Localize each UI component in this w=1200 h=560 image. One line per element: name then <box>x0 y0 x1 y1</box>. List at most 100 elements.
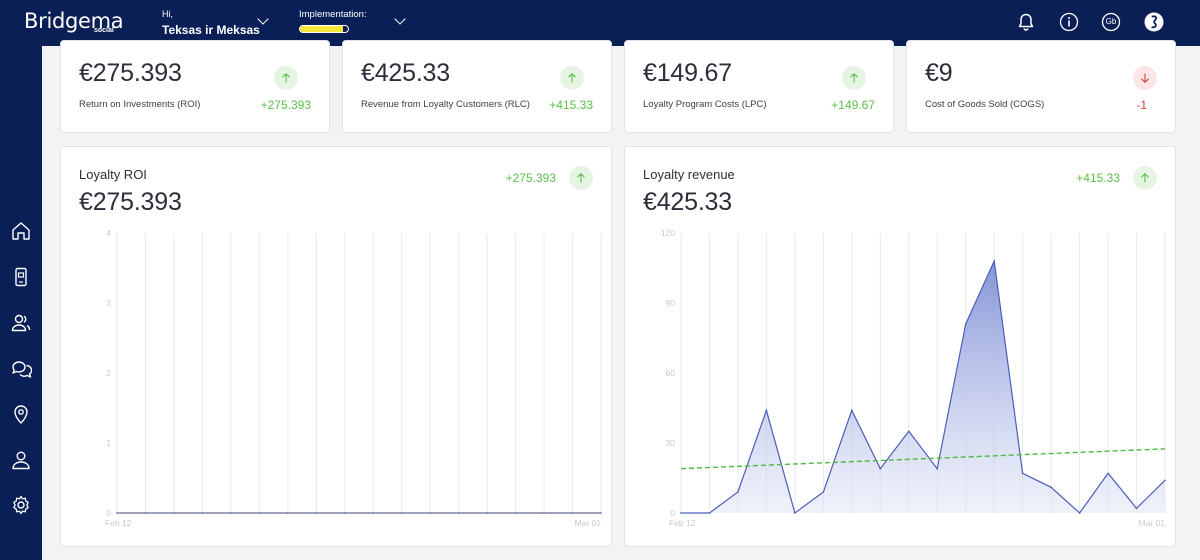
data-point <box>1021 472 1024 475</box>
kpi-delta: +275.393 <box>260 98 311 112</box>
bell-icon[interactable] <box>1016 12 1036 32</box>
home-icon[interactable] <box>10 220 32 242</box>
data-point <box>486 512 488 514</box>
data-point <box>794 512 796 514</box>
y-tick-label: 2 <box>106 368 111 378</box>
trend-up-icon <box>569 166 593 190</box>
data-point <box>765 409 768 412</box>
data-point <box>457 512 460 514</box>
y-tick-label: 30 <box>666 438 676 448</box>
series-area <box>681 261 1165 513</box>
trend-down-icon <box>1133 66 1157 90</box>
implementation-progress-bar <box>299 25 349 33</box>
trend-up-icon <box>274 66 298 90</box>
kpi-value: €275.393 <box>79 59 182 87</box>
data-point <box>936 467 939 470</box>
data-point <box>879 467 882 470</box>
data-point <box>173 512 175 514</box>
data-point <box>343 512 346 514</box>
kpi-card-rlc[interactable]: €425.33 Revenue from Loyalty Customers (… <box>342 40 612 133</box>
data-point <box>737 491 739 493</box>
data-point <box>1135 507 1138 510</box>
data-point <box>144 512 147 514</box>
user-settings-icon[interactable] <box>10 449 32 471</box>
kpi-card-cogs[interactable]: €9 Cost of Goods Sold (COGS) -1 <box>906 40 1176 133</box>
y-tick-label: 0 <box>670 508 675 518</box>
y-tick-label: 120 <box>661 228 675 238</box>
chat-icon[interactable] <box>10 358 32 380</box>
kpi-label: Revenue from Loyalty Customers (RLC) <box>361 99 530 110</box>
kpi-label: Loyalty Program Costs (LPC) <box>643 99 767 110</box>
chart-delta: +275.393 <box>505 171 556 185</box>
loyalty-revenue-chart: 0 30 60 90 120 Feb 12 Mar 01 <box>661 228 1166 528</box>
chart-delta: +415.33 <box>1076 171 1120 185</box>
chart-card-loyalty-roi: Loyalty ROI €275.393 +275.393 0 1 2 3 4 Feb 1… <box>60 146 612 547</box>
location-pin-icon[interactable] <box>10 403 32 425</box>
info-icon[interactable] <box>1059 12 1079 32</box>
data-point <box>372 512 375 514</box>
kpi-delta: -1 <box>1136 98 1147 112</box>
sidebar <box>0 46 42 560</box>
y-tick-label: 0 <box>106 508 111 518</box>
loyalty-roi-chart: 0 1 2 3 4 Feb 12 Mar 01 <box>105 228 602 528</box>
data-point <box>1164 479 1166 482</box>
gear-icon[interactable] <box>10 494 32 516</box>
y-tick-label: 60 <box>666 368 676 378</box>
kpi-value: €425.33 <box>361 59 450 87</box>
x-tick-label-end: Mar 01 <box>1139 518 1166 528</box>
kpi-label: Cost of Goods Sold (COGS) <box>925 99 1045 110</box>
data-point <box>116 512 118 514</box>
x-tick-label-end: Mar 01 <box>575 518 602 528</box>
chart-value: €275.393 <box>79 188 182 216</box>
trend-up-icon <box>1133 166 1157 190</box>
x-tick-label-start: Feb 12 <box>105 518 132 528</box>
series-line <box>681 258 1166 514</box>
data-point <box>429 512 431 514</box>
trend-up-icon <box>842 66 866 90</box>
chart-value: €425.33 <box>643 188 732 216</box>
top-bar: Bridgema social Hi, Teksas ir Meksas Imp… <box>0 0 1200 46</box>
data-point <box>1050 486 1052 489</box>
data-point <box>907 430 910 433</box>
mobile-card-icon[interactable] <box>10 266 32 288</box>
data-point <box>201 512 204 514</box>
kpi-delta: +415.33 <box>549 98 593 112</box>
data-point <box>514 512 517 514</box>
y-tick-label: 90 <box>666 298 676 308</box>
data-point <box>543 512 545 514</box>
users-icon[interactable] <box>10 312 32 334</box>
data-point <box>258 512 261 514</box>
user-name: Teksas ir Meksas <box>162 23 260 37</box>
y-tick-label: 4 <box>106 228 111 238</box>
data-point <box>964 323 967 325</box>
data-point <box>287 512 289 514</box>
data-point <box>680 512 682 514</box>
implementation-chevron-down-icon[interactable] <box>394 13 406 25</box>
data-point <box>400 512 403 514</box>
user-menu[interactable]: Hi, Teksas ir Meksas <box>162 9 260 37</box>
chart-card-loyalty-revenue: Loyalty revenue €425.33 +415.33 0 30 60 90 1… <box>624 146 1176 547</box>
data-point <box>315 512 318 514</box>
kpi-label: Return on Investments (ROI) <box>79 99 201 110</box>
data-point <box>600 512 602 514</box>
data-point <box>1107 472 1109 475</box>
data-point <box>822 491 825 493</box>
data-point <box>571 512 574 514</box>
kpi-card-lpc[interactable]: €149.67 Loyalty Program Costs (LPC) +149… <box>624 40 894 133</box>
chart-title: Loyalty revenue <box>643 167 735 182</box>
x-tick-label-start: Feb 12 <box>669 518 696 528</box>
kpi-card-roi[interactable]: €275.393 Return on Investments (ROI) +27… <box>60 40 330 133</box>
data-point <box>708 512 711 514</box>
kpi-value: €149.67 <box>643 59 732 87</box>
y-tick-label: 3 <box>106 298 111 308</box>
language-code: Gb <box>1105 17 1117 26</box>
trend-line <box>680 448 1166 470</box>
logo-subtitle: social <box>94 27 114 34</box>
data-point <box>993 260 995 262</box>
account-icon[interactable] <box>1144 12 1164 32</box>
y-tick-label: 1 <box>106 438 111 448</box>
language-icon[interactable]: Gb <box>1101 12 1121 32</box>
data-point <box>230 512 232 514</box>
trend-up-icon <box>560 66 584 90</box>
logo[interactable]: Bridgema <box>24 9 124 33</box>
